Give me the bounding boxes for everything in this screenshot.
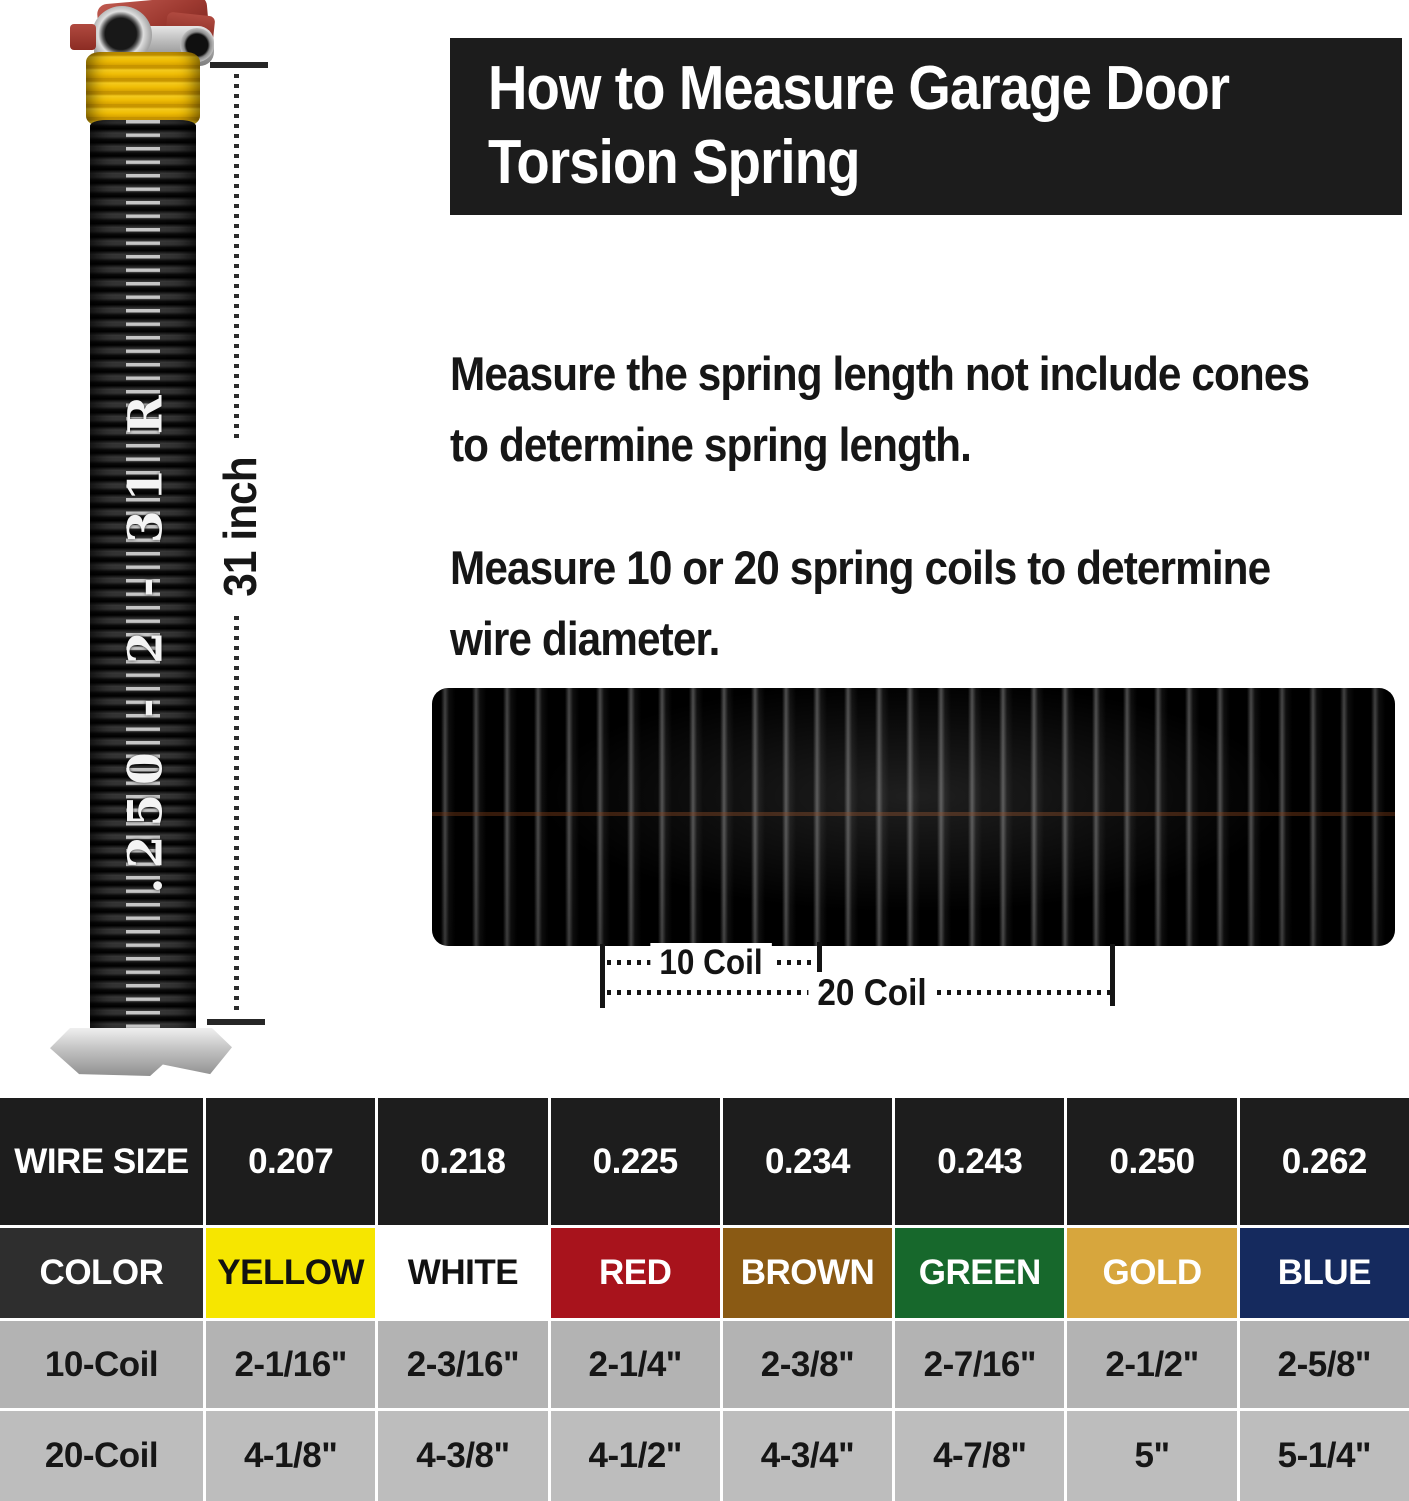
cone-red-tab <box>70 24 96 50</box>
coil-measure-tick-left <box>600 944 605 1008</box>
coil-closeup-photo <box>432 688 1395 946</box>
ten-coil-value: 2-1/4" <box>550 1321 720 1408</box>
twenty-coil-value: 4-7/8" <box>895 1411 1065 1501</box>
coil-measure-tick-20-right <box>1110 944 1115 1006</box>
twenty-coil-value: 4-3/8" <box>378 1411 548 1501</box>
twenty-coil-value: 4-1/8" <box>206 1411 376 1501</box>
p2-line1: Measure 10 or 20 spring coils to determi… <box>450 541 1271 594</box>
color-swatch-green: GREEN <box>895 1228 1065 1318</box>
coil-rust-line <box>432 811 1395 816</box>
color-header: COLOR <box>0 1228 203 1318</box>
spring-base-flange <box>50 1028 232 1076</box>
measure-bar-bottom <box>207 1019 265 1025</box>
color-swatch-gold: GOLD <box>1067 1228 1237 1318</box>
instruction-paragraph-2: Measure 10 or 20 spring coils to determi… <box>450 532 1409 674</box>
wire-size-value: 0.250 <box>1067 1098 1237 1225</box>
color-swatch-blue: BLUE <box>1239 1228 1409 1318</box>
twenty-coil-value: 4-1/2" <box>550 1411 720 1501</box>
spring-black-coils <box>90 120 196 1042</box>
ten-coil-value: 2-1/16" <box>206 1321 376 1408</box>
twenty-coil-label: 20 Coil <box>808 972 936 1014</box>
coil-measure-tick-10-right <box>817 942 822 988</box>
twenty-coil-row-header: 20-Coil <box>0 1411 203 1501</box>
color-swatch-red: RED <box>550 1228 720 1318</box>
color-swatch-white: WHITE <box>378 1228 548 1318</box>
wire-size-value: 0.243 <box>895 1098 1065 1225</box>
wire-size-value: 0.225 <box>550 1098 720 1225</box>
spring-spec-table: WIRE SIZE 0.207 0.218 0.225 0.234 0.243 … <box>0 1098 1409 1501</box>
measure-bar-top <box>210 62 268 68</box>
ten-coil-value: 2-1/2" <box>1067 1321 1237 1408</box>
ten-coil-value: 2-5/8" <box>1239 1321 1409 1408</box>
twenty-coil-value: 5-1/4" <box>1239 1411 1409 1501</box>
color-swatch-yellow: YELLOW <box>206 1228 376 1318</box>
spring-yellow-coils <box>86 52 200 126</box>
length-value: 31 inch <box>214 457 266 597</box>
wire-size-value: 0.218 <box>378 1098 548 1225</box>
spring-stamp-label: .250 - 2 - 31 R <box>118 386 174 894</box>
measure-dotted-line-lower <box>234 616 239 1014</box>
color-swatch-brown: BROWN <box>722 1228 893 1318</box>
title-banner: How to Measure Garage Door Torsion Sprin… <box>450 38 1402 215</box>
spring-winding-cone <box>70 0 220 74</box>
wire-size-value: 0.207 <box>206 1098 376 1225</box>
ten-coil-value: 2-7/16" <box>895 1321 1065 1408</box>
wire-size-value: 0.262 <box>1239 1098 1409 1225</box>
ten-coil-label: 10 Coil <box>650 943 772 983</box>
ten-coil-row-header: 10-Coil <box>0 1321 203 1408</box>
ten-coil-value: 2-3/8" <box>722 1321 893 1408</box>
title-line-2: Torsion Spring <box>488 128 860 197</box>
p1-line2: to determine spring length. <box>450 418 972 471</box>
twenty-coil-value: 5" <box>1067 1411 1237 1501</box>
coil-sheen-overlay <box>432 688 1395 946</box>
title-line-1: How to Measure Garage Door <box>488 54 1230 123</box>
coil-gap-highlight <box>126 120 160 1042</box>
measure-dotted-line-upper <box>234 74 239 440</box>
wire-size-header: WIRE SIZE <box>0 1098 203 1225</box>
p2-line2: wire diameter. <box>450 612 720 665</box>
wire-size-value: 0.234 <box>722 1098 893 1225</box>
p1-line1: Measure the spring length not include co… <box>450 347 1310 400</box>
twenty-coil-value: 4-3/4" <box>722 1411 893 1501</box>
ten-coil-value: 2-3/16" <box>378 1321 548 1408</box>
instruction-paragraph-1: Measure the spring length not include co… <box>450 338 1409 480</box>
